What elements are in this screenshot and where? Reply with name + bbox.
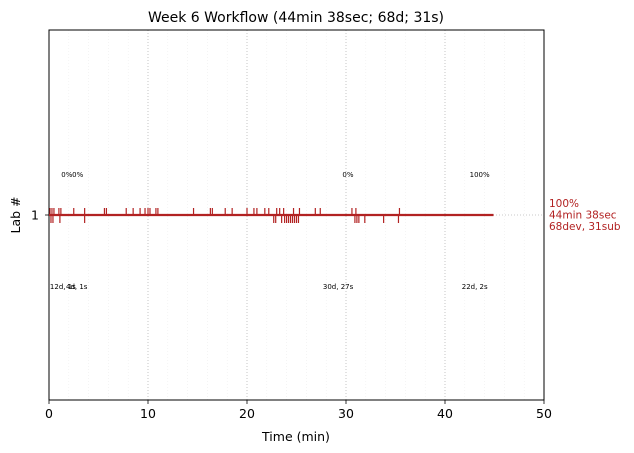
x-tick-label: 10 [140,406,156,421]
end-summary-label: 100% [549,198,579,210]
chart-title: Week 6 Workflow (44min 38sec; 68d; 31s) [148,10,444,26]
axis-ticks: 0 10 20 30 40 50 1 [31,208,552,422]
progress-annotation: 0% [61,171,72,179]
progress-annotation: 0% [72,171,83,179]
count-annotation: 30d, 27s [323,283,354,291]
end-summary-label: 44min 38sec [549,210,617,222]
count-annotation: 4d, 1s [66,283,88,291]
progress-annotation: 0% [342,171,353,179]
progress-annotation: 100% [470,171,490,179]
x-tick-label: 20 [239,406,255,421]
x-tick-label: 40 [437,406,453,421]
x-tick-label: 0 [45,406,53,421]
x-axis-label: Time (min) [261,429,330,444]
y-tick-label: 1 [31,208,39,223]
x-tick-label: 30 [338,406,354,421]
x-tick-label: 50 [536,406,552,421]
event-marks [49,208,494,223]
count-annotation: 22d, 2s [462,283,488,291]
end-summary-label: 68dev, 31sub [549,221,621,233]
count-annotation: 12d, 1s [50,283,76,291]
y-axis-label: Lab # [8,196,23,233]
